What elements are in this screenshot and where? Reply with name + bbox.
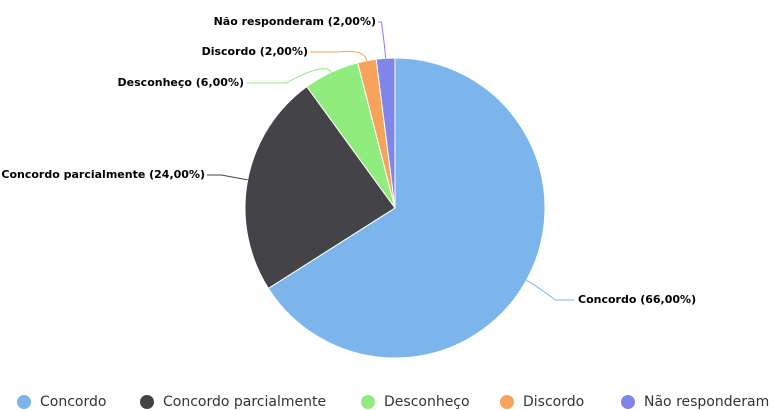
data-label: Discordo (2,00%) (202, 45, 308, 58)
pie-slice (375, 57, 396, 209)
data-label: Não responderam (2,00%) (214, 15, 376, 28)
legend-marker[interactable] (361, 395, 375, 409)
legend-label[interactable]: Desconheço (384, 394, 470, 410)
connector (526, 279, 574, 301)
data-label: Concordo parcialmente (24,00%) (1, 168, 205, 181)
legend-label[interactable]: Concordo (40, 394, 106, 410)
pie-slice (267, 57, 546, 359)
pie-slice (244, 85, 396, 290)
data-label: Desconheço (6,00%) (118, 76, 244, 89)
legend-marker[interactable] (500, 395, 514, 409)
legend-marker[interactable] (140, 395, 154, 409)
legend-label[interactable]: Não responderam (644, 394, 769, 410)
legend-marker[interactable] (17, 395, 31, 409)
data-label: Concordo (66,00%) (578, 293, 696, 306)
connector (246, 68, 332, 84)
connector (378, 21, 387, 59)
legend-label[interactable]: Discordo (523, 394, 584, 410)
legend-label[interactable]: Concordo parcialmente (163, 394, 326, 410)
connector (207, 174, 248, 181)
connector (310, 50, 368, 61)
legend-marker[interactable] (621, 395, 635, 409)
